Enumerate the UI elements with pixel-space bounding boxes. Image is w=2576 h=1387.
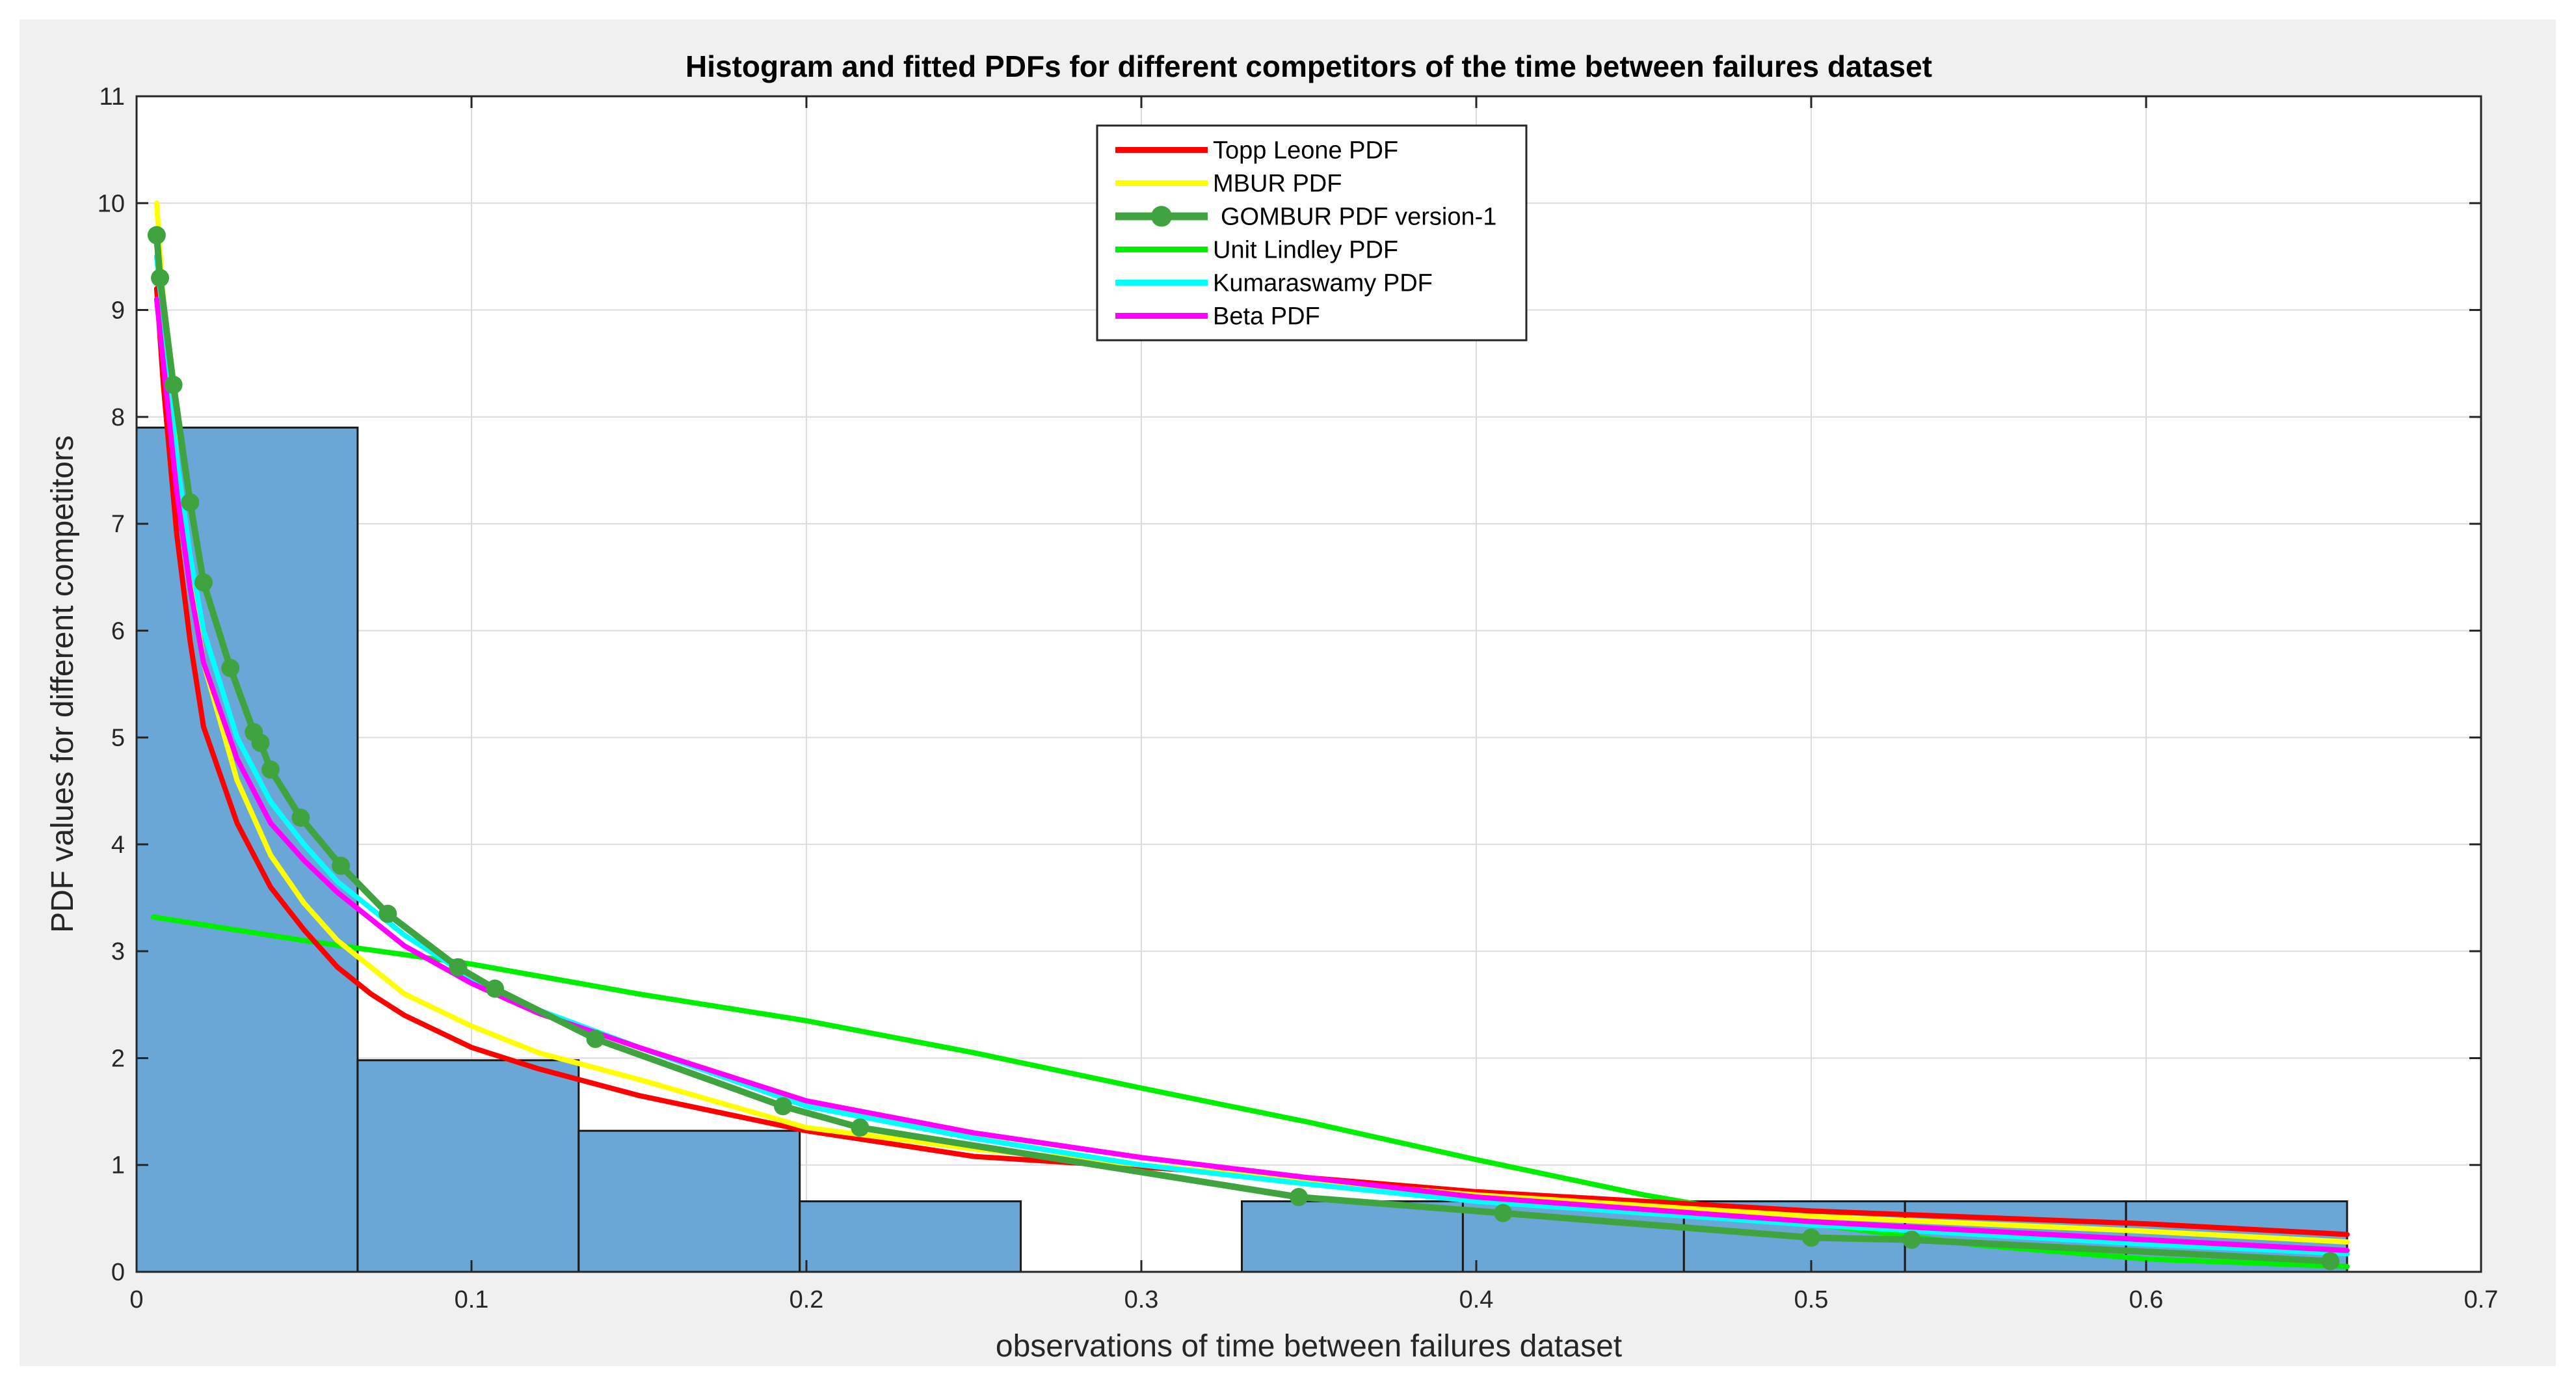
series-marker: [378, 904, 397, 923]
series-marker: [2321, 1252, 2340, 1271]
legend-entry: GOMBUR PDF version-1: [1221, 204, 1496, 231]
histogram-bar: [799, 1200, 1022, 1273]
x-tick-label: 0.5: [1794, 1286, 1829, 1313]
y-tick-label: 3: [111, 938, 125, 965]
series-line-gombur-pdf-version-1: [153, 232, 2334, 1265]
pdf-curves: [147, 200, 2350, 1271]
y-axis-label: PDF values for different competitors: [46, 435, 80, 933]
y-tick-label: 9: [111, 297, 125, 325]
legend-entry: Beta PDF: [1213, 303, 1320, 330]
series-marker: [251, 733, 270, 752]
series-line-beta-pdf: [153, 297, 2350, 1254]
x-tick-label: 0: [129, 1286, 143, 1313]
series-marker: [1802, 1228, 1820, 1247]
x-tick-label: 0.6: [2129, 1286, 2164, 1313]
y-tick-label: 2: [111, 1045, 125, 1072]
legend-marker: [1151, 206, 1172, 227]
y-tick-label: 5: [111, 725, 125, 752]
series-marker: [181, 493, 200, 512]
y-tick-label: 8: [111, 404, 125, 431]
series-marker: [486, 979, 505, 998]
axis-ticks: 0 0.1 0.2 0.3 0.4 0.5 0.6 0.7 0 1 2 3 4 5 6 7 8 9 10 11: [98, 83, 2499, 1313]
y-tick-label: 1: [111, 1152, 125, 1179]
series-line-kumaraswamy-pdf: [153, 254, 2350, 1257]
legend: Topp Leone PDF MBUR PDF GOMBUR PDF version…: [1096, 124, 1528, 342]
series-marker: [291, 808, 310, 827]
series-marker: [1494, 1204, 1513, 1222]
y-tick-label: 10: [98, 190, 125, 217]
series-marker: [261, 760, 280, 779]
series-marker: [1902, 1230, 1921, 1249]
histogram-bar: [578, 1129, 801, 1273]
series-marker: [773, 1097, 792, 1116]
series-marker: [332, 856, 351, 875]
chart-title: Histogram and fitted PDFs for different …: [685, 49, 1932, 83]
series-marker: [151, 269, 170, 288]
series-marker: [164, 375, 183, 394]
x-tick-label: 0.2: [790, 1286, 824, 1313]
series-marker: [851, 1118, 870, 1137]
histogram-bar: [135, 426, 359, 1273]
series-marker: [147, 226, 166, 245]
y-tick-label: 4: [111, 831, 125, 859]
series-marker: [221, 658, 240, 677]
y-tick-label: 11: [100, 83, 125, 111]
x-tick-label: 0.4: [1459, 1286, 1494, 1313]
legend-entry: Unit Lindley PDF: [1213, 237, 1398, 264]
series-marker: [449, 958, 468, 976]
histogram-bar: [1241, 1200, 1464, 1273]
legend-entry: Topp Leone PDF: [1213, 137, 1398, 165]
x-tick-label: 0.1: [455, 1286, 489, 1313]
series-marker: [1290, 1188, 1308, 1207]
y-tick-label: 0: [111, 1259, 125, 1286]
legend-entry: MBUR PDF: [1213, 170, 1342, 198]
y-tick-label: 7: [111, 511, 125, 538]
x-tick-label: 0.3: [1124, 1286, 1159, 1313]
x-axis-label: observations of time between failures da…: [996, 1329, 1622, 1364]
series-marker: [194, 573, 213, 592]
series-marker: [586, 1029, 605, 1048]
legend-entry: Kumaraswamy PDF: [1213, 270, 1433, 297]
legend-box: [1096, 124, 1528, 342]
y-tick-label: 6: [111, 617, 125, 645]
axes-box: [135, 95, 2482, 1273]
series-line-topp-leone-pdf: [153, 286, 2350, 1237]
x-tick-label: 0.7: [2464, 1286, 2499, 1313]
histogram-bar: [356, 1059, 580, 1273]
